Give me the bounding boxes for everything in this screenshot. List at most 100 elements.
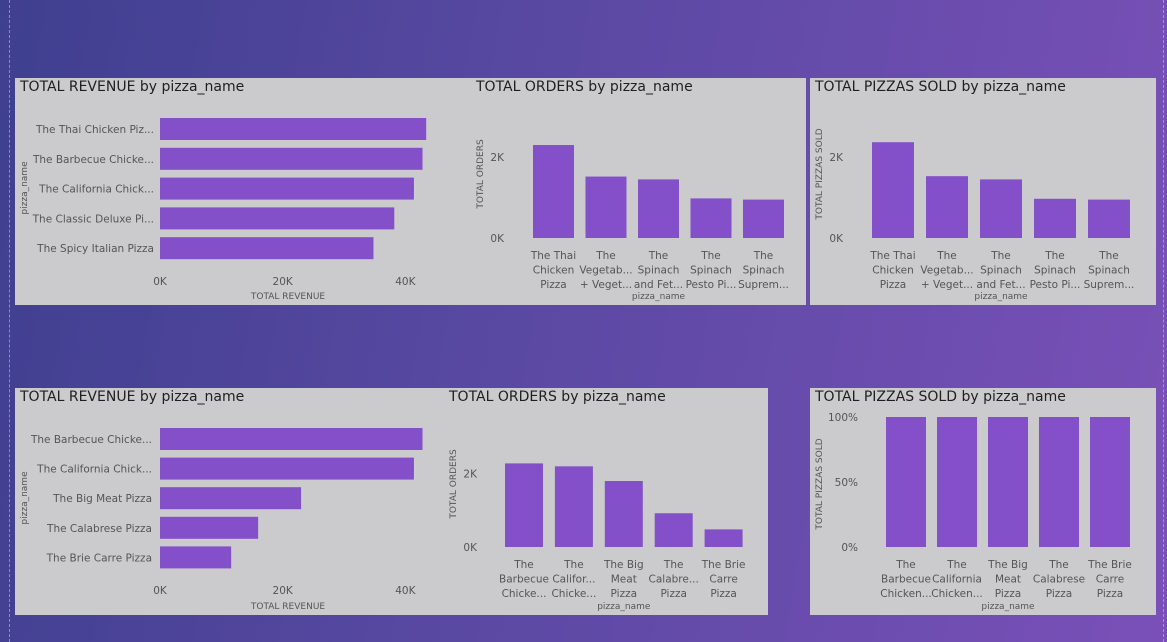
orders-bar-chart: The Thai Chicken Pizza The Vegetab... + Veget… — [476, 139, 789, 302]
x-axis-title: TOTAL REVENUE — [250, 292, 326, 302]
category-label: Spinach — [1034, 265, 1076, 277]
category-label: The — [513, 559, 534, 571]
x-tick-label: 40K — [395, 276, 416, 288]
pizzas-sold-bar-chart: The Thai Chicken Pizza The Vegetab... + Veget… — [815, 128, 1135, 302]
bar — [704, 529, 743, 547]
chart-title: TOTAL REVENUE by pizza_name — [20, 389, 245, 405]
category-label: Spinach — [690, 265, 732, 277]
category-label: The Brie Carre Pizza — [46, 552, 152, 564]
revenue-bar-chart: The Thai Chicken Piz... The Barbecue Chic… — [20, 118, 427, 302]
category-label: The Brie — [1087, 559, 1132, 571]
category-label: The California Chick... — [38, 184, 154, 196]
category-label: The — [563, 559, 584, 571]
category-label: Pizza — [1046, 588, 1072, 600]
category-label: Chicken... — [931, 588, 983, 600]
bar — [988, 417, 1028, 547]
category-label: Spinach — [638, 265, 680, 277]
category-label: Spinach — [1088, 265, 1130, 277]
category-label: The — [895, 559, 916, 571]
category-label: + Veget... — [580, 279, 632, 291]
bar — [1088, 199, 1130, 238]
category-label: Vegetab... — [579, 265, 632, 277]
category-label: Chicke... — [551, 588, 596, 600]
orders-chart-top[interactable]: TOTAL ORDERS by pizza_name The Thai Chick… — [471, 78, 806, 305]
bar — [743, 199, 784, 238]
orders-chart-bottom[interactable]: TOTAL ORDERS by pizza_name The Barbecue Ch… — [444, 388, 768, 615]
bar — [585, 176, 627, 238]
revenue-chart-top[interactable]: TOTAL REVENUE by pizza_name The Thai Chi… — [15, 78, 474, 305]
category-label: Suprem... — [738, 279, 789, 291]
revenue-chart-bottom[interactable]: TOTAL REVENUE by pizza_name The Barbecue… — [15, 388, 444, 615]
category-label: The Big Meat Pizza — [52, 493, 152, 505]
category-label: Pizza — [611, 588, 637, 600]
orders-bar-chart: TheBarbecueChicke...TheCalifor...Chicke.… — [449, 449, 746, 612]
y-tick-label: 0K — [829, 233, 844, 245]
category-label: Pizza — [880, 279, 906, 291]
bar — [160, 118, 427, 140]
x-axis-title: TOTAL REVENUE — [250, 602, 326, 612]
x-axis-title: pizza_name — [981, 602, 1035, 612]
category-label: The Big — [603, 559, 644, 571]
x-axis-title: pizza_name — [974, 292, 1028, 302]
category-label: Spinach — [743, 265, 785, 277]
category-label: Calabre... — [649, 574, 699, 586]
category-label: Barbecue — [881, 574, 931, 586]
bar — [160, 428, 423, 450]
chart-title: TOTAL PIZZAS SOLD by pizza_name — [815, 389, 1066, 405]
category-label: The Brie — [701, 559, 746, 571]
y-axis-title: TOTAL ORDERS — [449, 449, 459, 520]
bar — [638, 179, 679, 238]
y-axis-title: pizza_name — [20, 471, 30, 525]
category-label: The Big — [987, 559, 1028, 571]
bar — [160, 147, 423, 170]
category-label: The — [595, 250, 616, 262]
category-label: Suprem... — [1084, 279, 1135, 291]
category-label: Meat — [995, 574, 1021, 586]
category-label: Vegetab... — [920, 265, 973, 277]
x-tick-label: 20K — [273, 276, 294, 288]
category-label: The — [936, 250, 957, 262]
category-label: California — [932, 574, 982, 586]
category-label: The California Chick... — [36, 464, 152, 476]
chart-title: TOTAL ORDERS by pizza_name — [476, 79, 693, 95]
category-label: The Barbecue Chicke... — [30, 434, 152, 446]
bar — [160, 207, 395, 230]
category-label: Spinach — [980, 265, 1022, 277]
category-label: Chicke... — [502, 588, 547, 600]
bar — [886, 417, 926, 547]
x-tick-label: 20K — [273, 585, 294, 597]
bar — [533, 145, 574, 238]
x-tick-label: 0K — [153, 585, 168, 597]
bar — [505, 463, 543, 547]
bar — [1090, 417, 1130, 547]
category-label: Calabrese — [1033, 574, 1085, 586]
category-label: The — [753, 250, 774, 262]
category-label: Barbecue — [499, 574, 549, 586]
category-label: and Fet... — [976, 279, 1025, 291]
chart-title: TOTAL REVENUE by pizza_name — [20, 79, 245, 95]
category-label: The Calabrese Pizza — [46, 523, 152, 535]
bar — [654, 513, 693, 547]
y-tick-label: 0% — [841, 542, 858, 554]
pizzas-sold-chart-bottom[interactable]: TOTAL PIZZAS SOLD by pizza_name The Barbe… — [810, 388, 1156, 615]
category-label: The — [1048, 559, 1069, 571]
y-tick-label: 0K — [490, 233, 505, 245]
category-label: + Veget... — [921, 279, 973, 291]
category-label: The — [990, 250, 1011, 262]
category-label: and Fet... — [634, 279, 683, 291]
bar — [160, 487, 302, 510]
pizzas-sold-chart-top[interactable]: TOTAL PIZZAS SOLD by pizza_name The Thai… — [810, 78, 1156, 305]
y-axis-title: TOTAL PIZZAS SOLD — [815, 438, 825, 530]
bar — [937, 417, 977, 547]
x-axis-title: pizza_name — [632, 292, 686, 302]
y-axis-title: pizza_name — [20, 161, 30, 215]
bar — [604, 481, 643, 547]
category-label: Califor... — [552, 574, 595, 586]
category-label: Meat — [611, 574, 637, 586]
y-tick-label: 2K — [463, 469, 478, 481]
y-tick-label: 50% — [835, 477, 858, 489]
bar — [160, 546, 232, 569]
category-label: Pizza — [995, 588, 1021, 600]
pizzas-sold-bar-chart: TheBarbecueChicken...TheCaliforniaChicke… — [815, 412, 1132, 612]
category-label: Pesto Pi... — [686, 279, 737, 291]
